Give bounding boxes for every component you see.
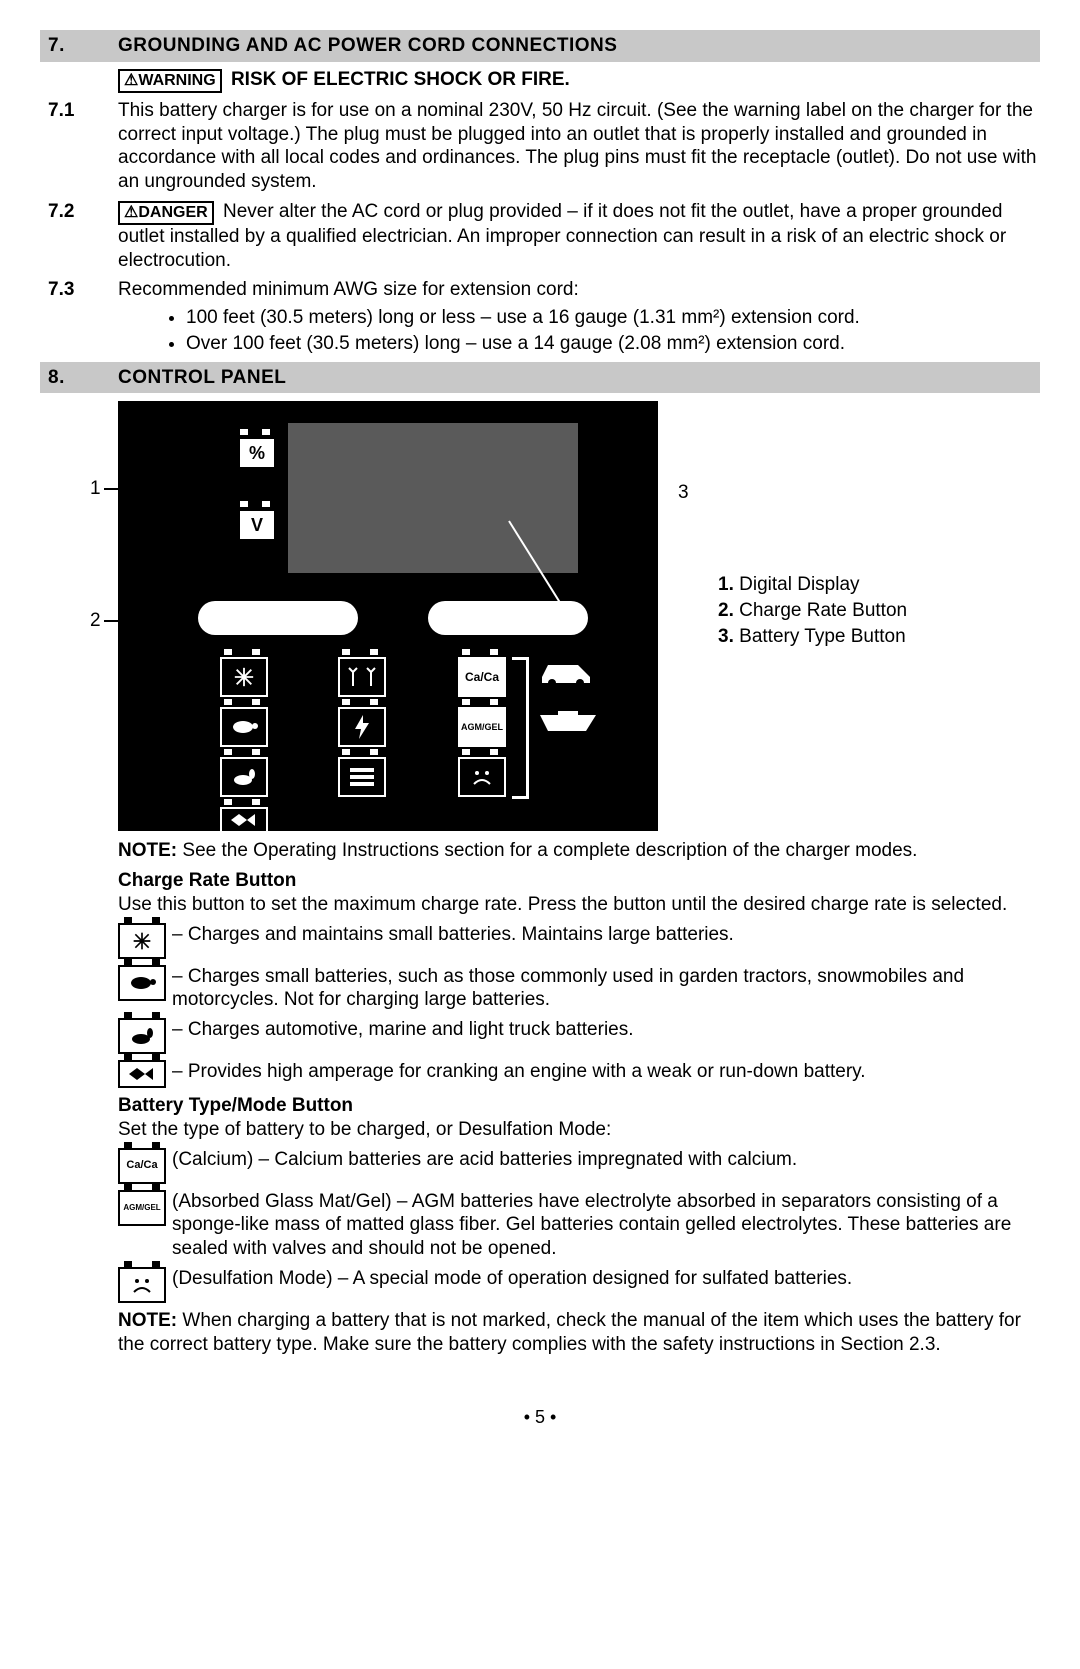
cr-turtle-text: – Charges small batteries, such as those… [172, 965, 1040, 1013]
section-7-title: GROUNDING AND AC POWER CORD CONNECTIONS [118, 34, 617, 58]
bracket [512, 657, 529, 799]
battery-type-button[interactable] [428, 601, 588, 635]
legend-1-text: Digital Display [739, 574, 859, 595]
car-icon [538, 657, 594, 694]
battery-type-title: Battery Type/Mode Button [118, 1094, 1040, 1118]
note-2-text: When charging a battery that is not mark… [118, 1310, 1021, 1355]
clamps-icon [338, 657, 386, 697]
section-8-title: CONTROL PANEL [118, 366, 286, 390]
charge-rate-block: Charge Rate Button Use this button to se… [118, 869, 1040, 1088]
legend-1-num: 1. [718, 574, 734, 595]
callout-3: 3 [678, 481, 689, 505]
cr-rabbit-text: – Charges automotive, marine and light t… [172, 1018, 634, 1042]
bullet-7-3-1: 100 feet (30.5 meters) long or less – us… [186, 306, 1040, 330]
charge-rate-intro: Use this button to set the maximum charg… [118, 893, 1040, 917]
control-panel-graphic: % V [118, 401, 658, 831]
sadface-icon [458, 757, 506, 797]
engine-caps [218, 799, 266, 805]
sadface-caps [456, 749, 504, 755]
note-1-label: NOTE: [118, 840, 177, 861]
battery-bars-icon [338, 757, 386, 797]
legend-2-num: 2. [718, 600, 734, 621]
agmgel-caps [456, 699, 504, 705]
section-7-warning-row: ⚠WARNING RISK OF ELECTRIC SHOCK OR FIRE. [40, 68, 1040, 93]
snowflake-inline-icon [118, 923, 166, 959]
bullet-7-3-2: Over 100 feet (30.5 meters) long – use a… [186, 332, 1040, 356]
bt-agmgel-text: (Absorbed Glass Mat/Gel) – AGM batteries… [172, 1190, 1040, 1261]
bolt-caps [336, 699, 384, 705]
turtle-caps [218, 699, 266, 705]
warning-box: ⚠WARNING [118, 69, 222, 93]
bullets-7-3: 100 feet (30.5 meters) long or less – us… [146, 306, 1040, 356]
charge-rate-title: Charge Rate Button [118, 869, 1040, 893]
battery-type-intro: Set the type of battery to be charged, o… [118, 1118, 1040, 1142]
snowflake-icon [220, 657, 268, 697]
percent-caps [236, 429, 274, 435]
page-number: • 5 • [40, 1406, 1040, 1429]
agmgel-inline-icon: AGM/GEL [118, 1190, 166, 1226]
text-7-2: Never alter the AC cord or plug provided… [118, 201, 1006, 271]
rabbit-inline-icon [118, 1018, 166, 1054]
turtle-icon [220, 707, 268, 747]
clamps-caps [336, 649, 384, 655]
rabbit-caps [218, 749, 266, 755]
snow-caps [218, 649, 266, 655]
intro-7-3: Recommended minimum AWG size for extensi… [118, 278, 1040, 302]
caca-icon: Ca/Ca [458, 657, 506, 697]
row-7-1: 7.1 This battery charger is for use on a… [40, 99, 1040, 194]
volt-caps [236, 501, 274, 507]
row-7-3: 7.3 Recommended minimum AWG size for ext… [40, 278, 1040, 361]
battery-type-block: Battery Type/Mode Button Set the type of… [118, 1094, 1040, 1356]
volt-indicator: V [238, 509, 276, 541]
sadface-inline-icon [118, 1267, 166, 1303]
panel-legend: 1. Digital Display 2. Charge Rate Button… [718, 571, 907, 650]
cr-engine-text: – Provides high amperage for cranking an… [172, 1060, 866, 1084]
cr-snow-text: – Charges and maintains small batteries.… [172, 923, 734, 947]
page: 7. GROUNDING AND AC POWER CORD CONNECTIO… [0, 0, 1080, 1449]
row-7-2: 7.2 ⚠DANGER Never alter the AC cord or p… [40, 200, 1040, 273]
bars-caps [336, 749, 384, 755]
warning-text: RISK OF ELECTRIC SHOCK OR FIRE. [231, 69, 570, 90]
turtle-inline-icon [118, 965, 166, 1001]
legend-3-text: Battery Type Button [739, 626, 906, 647]
note-1-text: See the Operating Instructions section f… [182, 840, 917, 861]
engine-inline-icon [118, 1060, 166, 1088]
bt-desulf-text: (Desulfation Mode) – A special mode of o… [172, 1267, 852, 1291]
charge-rate-button[interactable] [198, 601, 358, 635]
agmgel-icon: AGM/GEL [458, 707, 506, 747]
callout-2: 2 [90, 609, 101, 633]
bt-caca-text: (Calcium) – Calcium batteries are acid b… [172, 1148, 797, 1172]
danger-box: ⚠DANGER [118, 201, 214, 225]
section-8-header: 8. CONTROL PANEL [40, 362, 1040, 394]
note-2-label: NOTE: [118, 1310, 177, 1331]
section-8-num: 8. [48, 366, 118, 390]
caca-caps [456, 649, 504, 655]
legend-2-text: Charge Rate Button [739, 600, 907, 621]
engine-start-icon [220, 807, 268, 833]
rabbit-icon [220, 757, 268, 797]
note-1: NOTE: See the Operating Instructions sec… [118, 839, 1040, 863]
text-7-1: This battery charger is for use on a nom… [118, 99, 1040, 194]
section-7-num: 7. [48, 34, 118, 58]
percent-indicator: % [238, 437, 276, 469]
bolt-icon [338, 707, 386, 747]
num-7-1: 7.1 [40, 99, 118, 194]
callout-1: 1 [90, 477, 101, 501]
legend-3-num: 3. [718, 626, 734, 647]
caca-inline-icon: Ca/Ca [118, 1148, 166, 1184]
num-7-3: 7.3 [40, 278, 118, 361]
num-7-2: 7.2 [40, 200, 118, 273]
digital-display [288, 423, 578, 573]
boat-icon [538, 711, 598, 742]
control-panel-figure: 1 2 % V [118, 401, 1040, 831]
section-7-header: 7. GROUNDING AND AC POWER CORD CONNECTIO… [40, 30, 1040, 62]
